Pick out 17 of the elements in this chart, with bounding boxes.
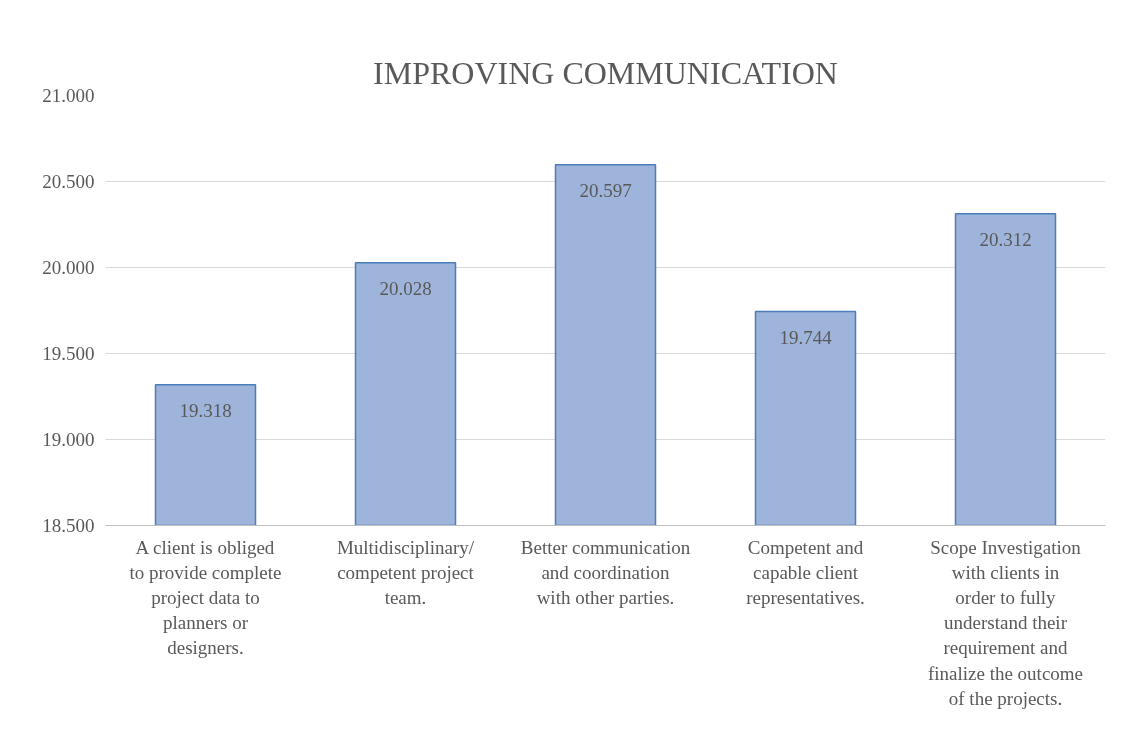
x-tick-label: A client is obliged to provide complete project data to planners or designers. xyxy=(129,536,282,659)
y-tick-label: 21.000 xyxy=(42,85,95,106)
data-label: 20.597 xyxy=(579,179,632,201)
x-tick-label: Competent and capable client representatives. xyxy=(746,536,865,608)
y-tick-label: 19.000 xyxy=(42,429,95,450)
x-tick-label: Scope Investigation with clients in order to fully understand their requirement and finalize the outcome of the projects. xyxy=(927,536,1084,709)
y-tick-label: 18.500 xyxy=(42,515,95,536)
x-tick-label: Multidisciplinary/ competent project team. xyxy=(336,536,475,608)
data-label: 19.318 xyxy=(179,399,232,421)
data-label: 20.028 xyxy=(379,277,432,299)
y-tick-label: 20.500 xyxy=(42,171,95,192)
x-tick-label: Better communication and coordination with other parties. xyxy=(520,536,691,608)
y-tick-label: 19.500 xyxy=(42,343,95,364)
data-label: 20.312 xyxy=(979,228,1032,250)
chart-title: IMPROVING COMMUNICATION xyxy=(373,54,838,91)
data-label: 19.744 xyxy=(779,326,833,348)
y-tick-label: 20.000 xyxy=(42,257,95,278)
